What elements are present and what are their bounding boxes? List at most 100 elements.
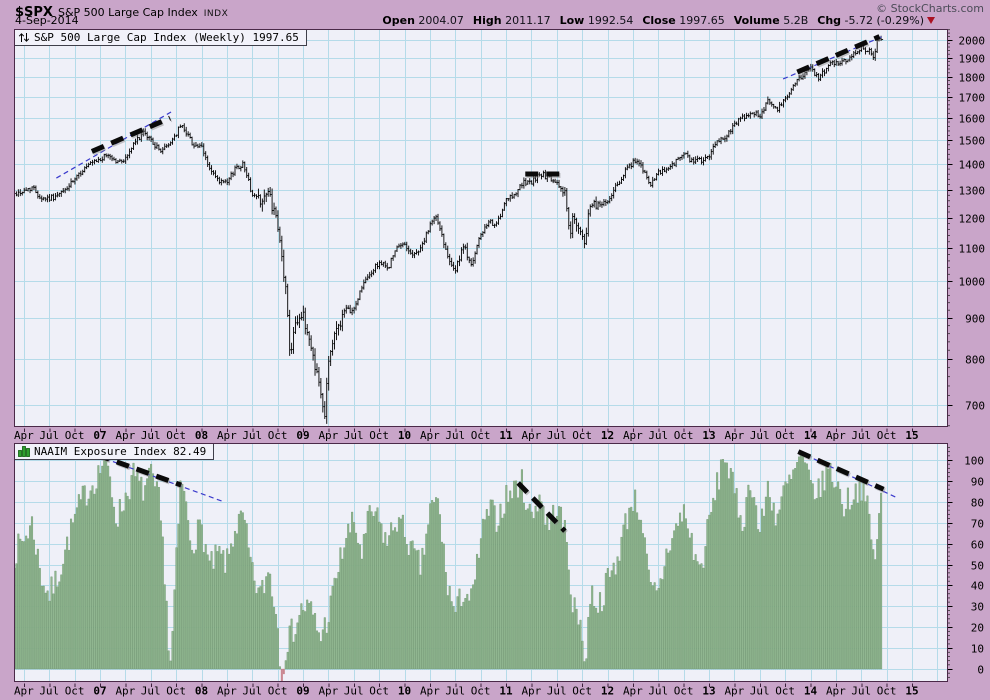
- quote-open: Open 2004.07: [382, 14, 464, 27]
- svg-text:Apr: Apr: [420, 685, 440, 698]
- svg-text:1700: 1700: [959, 92, 986, 105]
- svg-text:Apr: Apr: [623, 685, 643, 698]
- svg-text:Apr: Apr: [826, 685, 846, 698]
- svg-text:40: 40: [971, 580, 984, 593]
- svg-text:Jul: Jul: [242, 685, 262, 698]
- svg-text:Oct: Oct: [775, 685, 795, 698]
- svg-text:Oct: Oct: [369, 685, 389, 698]
- quote-date: 4-Sep-2014: [15, 14, 79, 27]
- price-chart-title: S&P 500 Large Cap Index (Weekly) 1997.65: [34, 31, 299, 44]
- svg-text:Jul: Jul: [242, 429, 262, 442]
- svg-text:800: 800: [965, 354, 985, 367]
- svg-text:Apr: Apr: [115, 685, 135, 698]
- svg-text:Oct: Oct: [572, 429, 592, 442]
- svg-text:Oct: Oct: [65, 429, 85, 442]
- quote-low: Low 1992.54: [559, 14, 634, 27]
- svg-text:Jul: Jul: [141, 429, 161, 442]
- svg-text:Apr: Apr: [217, 429, 237, 442]
- svg-text:Apr: Apr: [217, 685, 237, 698]
- svg-text:Jul: Jul: [445, 685, 465, 698]
- svg-text:Jul: Jul: [445, 429, 465, 442]
- svg-text:Apr: Apr: [826, 429, 846, 442]
- svg-text:11: 11: [499, 685, 513, 698]
- exchange-label: INDX: [203, 9, 229, 19]
- ticker-symbol: $SPX: [15, 5, 53, 20]
- svg-text:Jul: Jul: [39, 685, 59, 698]
- svg-text:70: 70: [971, 518, 984, 531]
- svg-text:Jul: Jul: [39, 429, 59, 442]
- svg-text:Apr: Apr: [724, 429, 744, 442]
- svg-text:1500: 1500: [959, 135, 986, 148]
- header-row-quote: 4-Sep-2014 Open 2004.07 High 2011.17 Low 1…: [15, 14, 935, 27]
- svg-text:Apr: Apr: [14, 685, 34, 698]
- header-row-title: $SPX S&P 500 Large Cap Index INDX: [15, 1, 985, 20]
- svg-text:07: 07: [93, 429, 106, 442]
- svg-text:Apr: Apr: [420, 429, 440, 442]
- svg-text:10: 10: [971, 643, 984, 656]
- svg-text:Apr: Apr: [623, 429, 643, 442]
- svg-text:1300: 1300: [959, 185, 986, 198]
- svg-text:12: 12: [601, 685, 614, 698]
- svg-text:11: 11: [499, 429, 513, 442]
- svg-text:13: 13: [702, 429, 715, 442]
- svg-text:60: 60: [971, 539, 984, 552]
- svg-text:50: 50: [971, 560, 984, 573]
- svg-text:10: 10: [398, 429, 411, 442]
- svg-text:Apr: Apr: [521, 429, 541, 442]
- svg-text:2000: 2000: [959, 35, 986, 48]
- svg-text:Apr: Apr: [318, 429, 338, 442]
- svg-text:100: 100: [964, 455, 984, 468]
- svg-text:Jul: Jul: [750, 429, 770, 442]
- svg-text:1000: 1000: [959, 276, 986, 289]
- copyright-label: © StockCharts.com: [876, 2, 984, 15]
- svg-text:14: 14: [804, 429, 818, 442]
- svg-text:09: 09: [296, 429, 309, 442]
- svg-text:0: 0: [977, 664, 984, 677]
- naaim-title: NAAIM Exposure Index 82.49: [34, 445, 207, 458]
- svg-text:Jul: Jul: [648, 429, 668, 442]
- naaim-legend: NAAIM Exposure Index 82.49: [15, 444, 215, 460]
- svg-text:Apr: Apr: [14, 429, 34, 442]
- price-chart-legend: S&P 500 Large Cap Index (Weekly) 1997.65: [15, 30, 307, 46]
- svg-text:09: 09: [296, 685, 309, 698]
- svg-text:Apr: Apr: [115, 429, 135, 442]
- svg-text:Oct: Oct: [471, 685, 491, 698]
- index-name: S&P 500 Large Cap Index: [57, 6, 198, 19]
- svg-text:Apr: Apr: [724, 685, 744, 698]
- svg-text:Oct: Oct: [572, 685, 592, 698]
- svg-text:700: 700: [965, 400, 985, 413]
- up-down-arrows-icon: [18, 33, 30, 42]
- svg-text:1200: 1200: [959, 213, 986, 226]
- svg-text:Jul: Jul: [547, 685, 567, 698]
- svg-text:90: 90: [971, 476, 984, 489]
- quote-chg: Chg -5.72 (-0.29%): [817, 14, 924, 27]
- red-down-triangle-icon: [927, 17, 935, 24]
- svg-text:80: 80: [971, 497, 984, 510]
- svg-text:Jul: Jul: [750, 685, 770, 698]
- quote-bar: Open 2004.07 High 2011.17 Low 1992.54 Close…: [373, 14, 935, 27]
- svg-text:10: 10: [398, 685, 411, 698]
- svg-text:Oct: Oct: [268, 685, 288, 698]
- svg-text:Oct: Oct: [877, 685, 897, 698]
- svg-text:07: 07: [93, 685, 106, 698]
- svg-text:08: 08: [195, 685, 208, 698]
- svg-text:Jul: Jul: [344, 685, 364, 698]
- quote-volume: Volume 5.2B: [733, 14, 809, 27]
- svg-text:Oct: Oct: [674, 429, 694, 442]
- svg-text:14: 14: [804, 685, 818, 698]
- svg-text:1900: 1900: [959, 53, 986, 66]
- svg-text:Oct: Oct: [166, 429, 186, 442]
- svg-text:Jul: Jul: [851, 685, 871, 698]
- svg-text:Oct: Oct: [471, 429, 491, 442]
- svg-text:Oct: Oct: [775, 429, 795, 442]
- svg-text:1800: 1800: [959, 72, 986, 85]
- svg-text:20: 20: [971, 622, 984, 635]
- svg-text:Jul: Jul: [547, 429, 567, 442]
- svg-text:08: 08: [195, 429, 208, 442]
- svg-text:1600: 1600: [959, 113, 986, 126]
- svg-text:900: 900: [965, 313, 985, 326]
- svg-text:15: 15: [905, 685, 918, 698]
- svg-text:Apr: Apr: [521, 685, 541, 698]
